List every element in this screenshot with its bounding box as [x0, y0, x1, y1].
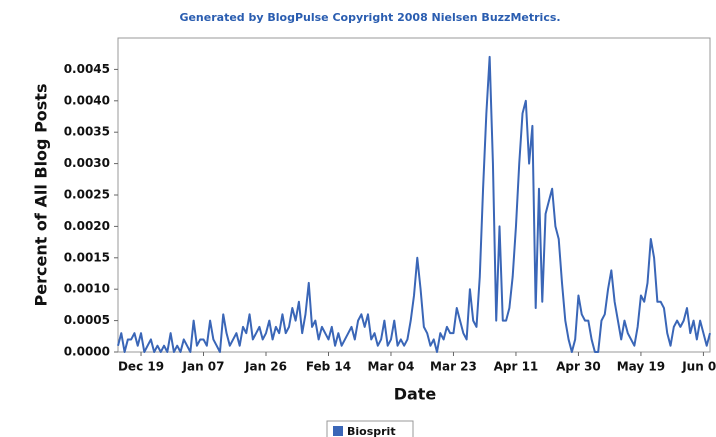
- data-line: [117, 55, 711, 353]
- x-tick-label: Mar 23: [430, 360, 477, 374]
- y-tick-label: 0.0035: [64, 125, 110, 139]
- x-tick-label: Jan 07: [182, 360, 225, 374]
- y-tick-label: 0.0005: [64, 313, 110, 327]
- y-tick-label: 0.0030: [64, 156, 110, 170]
- y-tick-label: 0.0020: [64, 219, 110, 233]
- legend-label: Biosprit: [347, 425, 396, 437]
- y-tick-label: 0.0025: [64, 188, 110, 202]
- x-tick-label: Mar 04: [368, 360, 415, 374]
- chart-title: Generated by BlogPulse Copyright 2008 Ni…: [179, 11, 560, 24]
- y-tick-label: 0.0045: [64, 62, 110, 76]
- x-axis-label: Date: [394, 385, 437, 404]
- x-tick-label: Jun 07: [681, 360, 716, 374]
- x-tick-label: Apr 11: [494, 360, 539, 374]
- legend-box: [326, 420, 414, 437]
- x-tick-label: Feb 14: [306, 360, 351, 374]
- x-tick-label: Apr 30: [556, 360, 601, 374]
- x-tick-label: Dec 19: [118, 360, 164, 374]
- y-tick-label: 0.0015: [64, 250, 110, 264]
- y-axis-label: Percent of All Blog Posts: [32, 84, 51, 307]
- x-tick-label: May 19: [617, 360, 665, 374]
- x-tick-label: Jan 26: [244, 360, 287, 374]
- y-tick-label: 0.0000: [64, 345, 110, 359]
- y-tick-label: 0.0010: [64, 282, 110, 296]
- legend-swatch: [333, 426, 343, 436]
- y-tick-label: 0.0040: [64, 93, 110, 107]
